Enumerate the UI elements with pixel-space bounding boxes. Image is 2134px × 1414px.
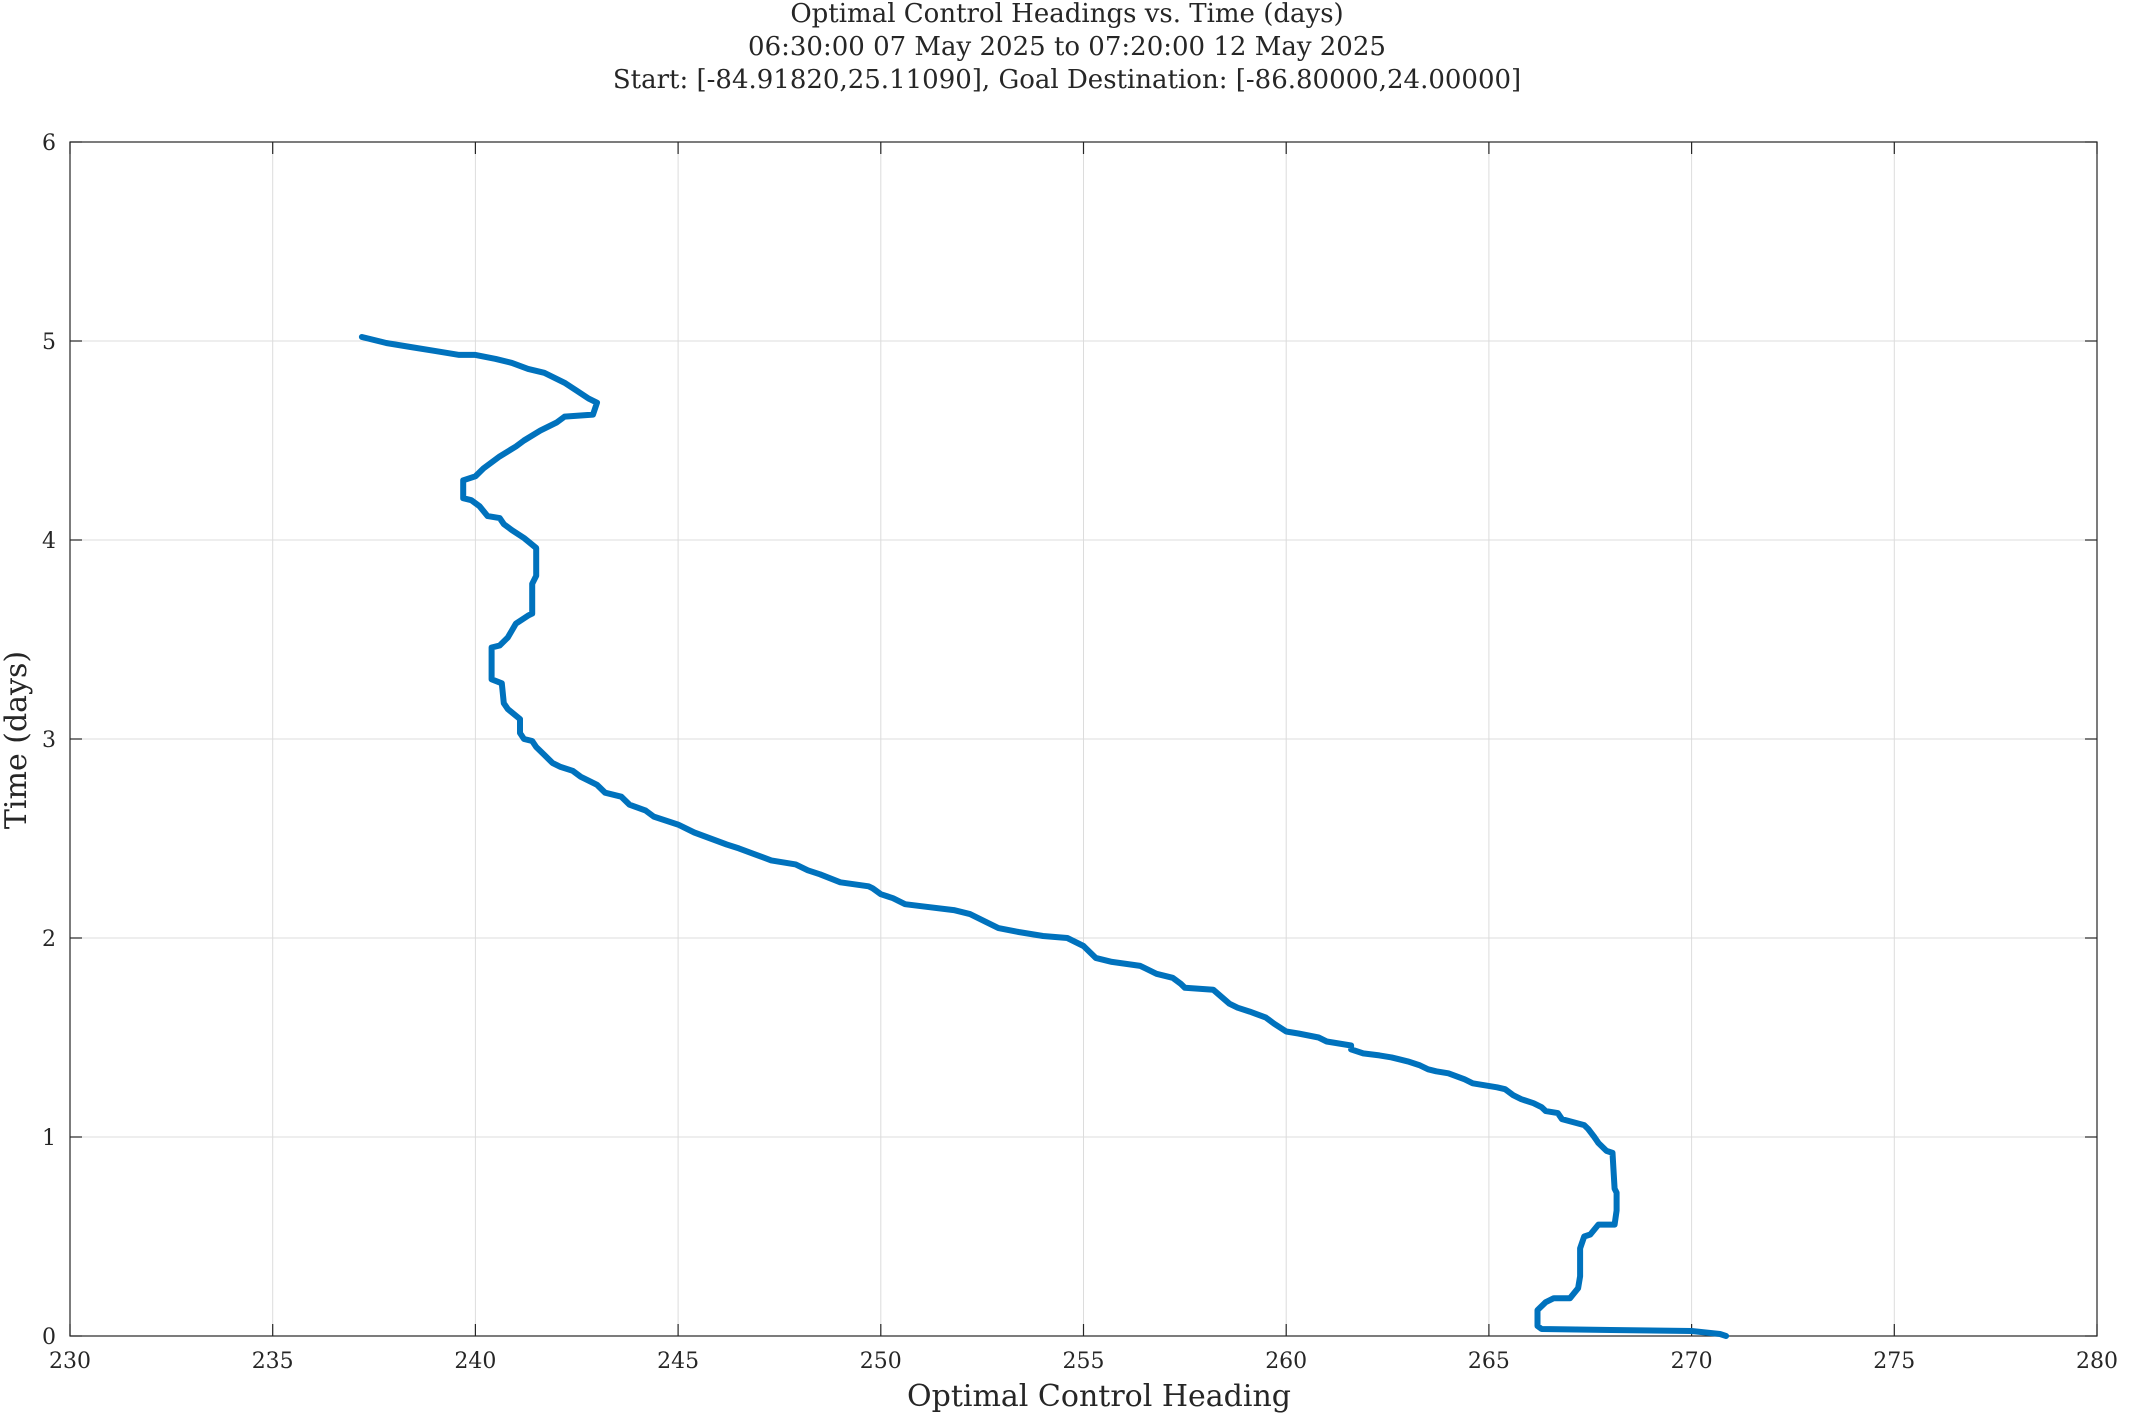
x-tick-label: 235 [252, 1349, 294, 1374]
x-tick-label: 280 [2076, 1349, 2118, 1374]
axis-ticks: 230 235 240 245 250 255 260 265 270 275 280 0 1 2 3 4 5 6 [42, 131, 2118, 1374]
heading-series-line [358, 334, 1730, 1339]
y-tick-label: 4 [42, 529, 56, 554]
series-layer [358, 334, 1730, 1339]
x-tick-label: 260 [1265, 1349, 1307, 1374]
x-tick-label: 255 [1063, 1349, 1105, 1374]
x-tick-label: 265 [1468, 1349, 1510, 1374]
x-tick-label: 240 [454, 1349, 496, 1374]
x-tick-label: 230 [49, 1349, 91, 1374]
chart-title-line-3: Start: [-84.91820,25.11090], Goal Destin… [613, 65, 1521, 95]
y-tick-label: 3 [42, 728, 56, 753]
y-tick-label: 2 [42, 927, 56, 952]
grid-lines [69, 141, 2098, 1337]
y-tick-label: 1 [42, 1126, 56, 1151]
y-tick-label: 5 [42, 330, 56, 355]
y-tick-label: 0 [42, 1325, 56, 1350]
y-tick-label: 6 [42, 131, 56, 156]
x-tick-label: 275 [1873, 1349, 1915, 1374]
x-tick-label: 250 [860, 1349, 902, 1374]
x-tick-label: 245 [657, 1349, 699, 1374]
y-axis-label: Time (days) [0, 651, 34, 829]
chart-title-line-2: 06:30:00 07 May 2025 to 07:20:00 12 May … [748, 32, 1386, 62]
chart-title-line-1: Optimal Control Headings vs. Time (days) [790, 0, 1343, 29]
x-axis-label: Optimal Control Heading [907, 1379, 1291, 1414]
x-tick-label: 270 [1671, 1349, 1713, 1374]
